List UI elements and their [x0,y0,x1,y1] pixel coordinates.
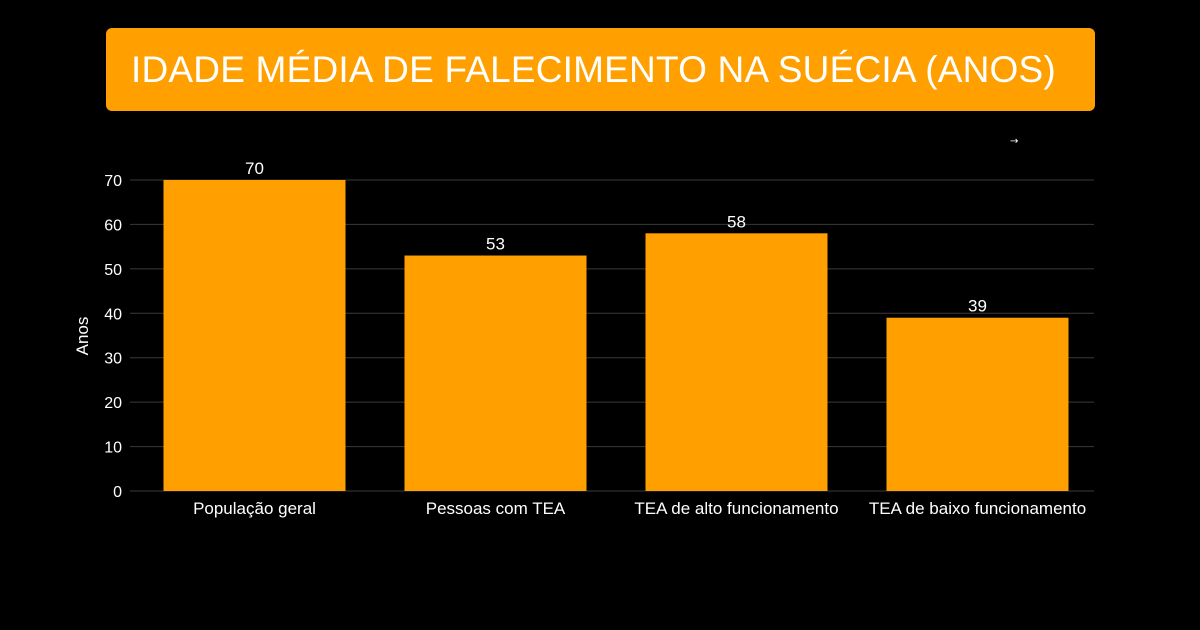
data-label: 39 [968,297,987,316]
y-tick-label: 60 [104,217,122,234]
x-tick-label: TEA de alto funcionamento [634,499,838,518]
data-label: 58 [727,212,746,231]
bar [163,180,346,491]
y-tick-label: 10 [104,440,122,457]
data-label: 53 [486,235,505,254]
x-tick-label: TEA de baixo funcionamento [869,499,1086,518]
y-tick-label: 0 [113,484,122,501]
y-tick-label: 30 [104,351,122,368]
data-label: 70 [245,159,264,178]
bar [404,255,587,491]
arrow-icon: → [1010,136,1019,147]
y-tick-label: 40 [104,306,122,323]
y-tick-label: 70 [104,173,122,190]
x-tick-label: Pessoas com TEA [426,499,566,518]
y-tick-label: 20 [104,395,122,412]
chart-title: IDADE MÉDIA DE FALECIMENTO NA SUÉCIA (AN… [131,48,1056,90]
y-tick-label: 50 [104,262,122,279]
bar [645,233,828,492]
title-banner: IDADE MÉDIA DE FALECIMENTO NA SUÉCIA (AN… [106,28,1095,111]
x-tick-label: População geral [193,499,316,518]
y-axis-label: Anos [73,317,92,356]
bar [886,317,1069,491]
